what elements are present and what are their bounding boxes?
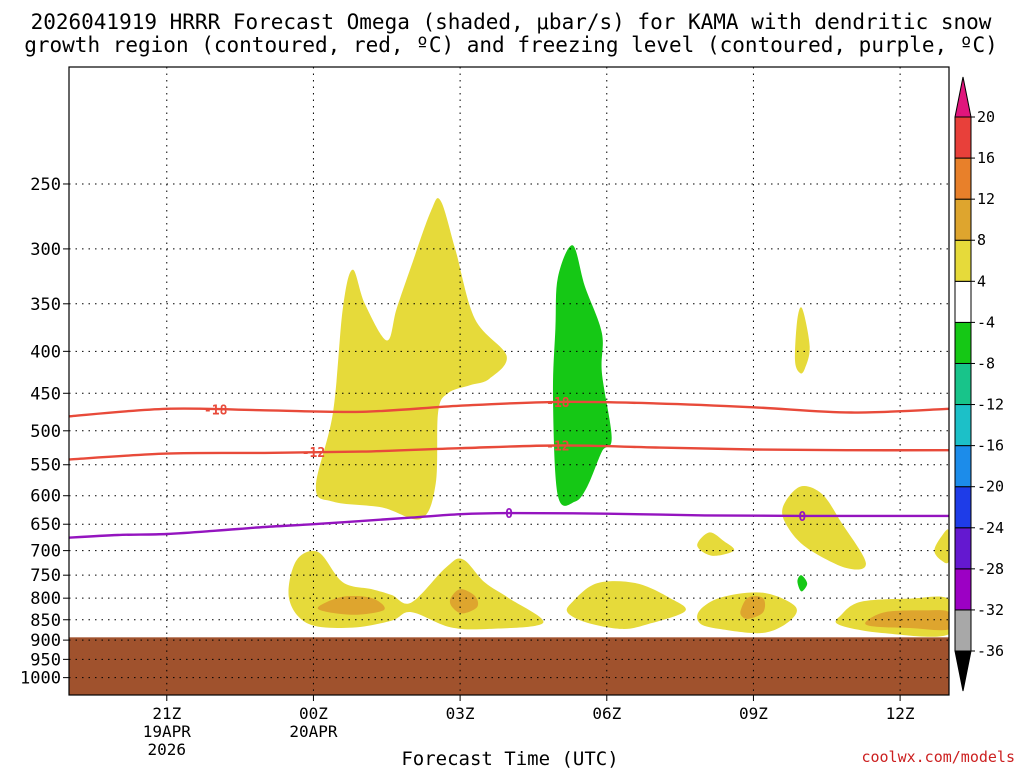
colorbar-bin-11 xyxy=(954,198,972,241)
colorbar-bin-0 xyxy=(954,650,972,692)
x-tick-sublabel-0-1: 2026 xyxy=(148,740,187,759)
y-axis: 2503003504004505005506006507007508008509… xyxy=(20,175,69,689)
y-tick-label-7: 600 xyxy=(30,487,61,507)
omega-region-0-7 xyxy=(794,307,810,374)
plot-area: -18-18-12 -120 0 xyxy=(69,67,949,695)
y-tick-label-13: 900 xyxy=(30,631,61,651)
omega-level-2 xyxy=(552,245,808,592)
colorbar-label-10: 8 xyxy=(977,231,986,249)
y-tick-label-14: 950 xyxy=(30,650,61,670)
colorbar-bin-12 xyxy=(954,157,972,200)
omega-level-1 xyxy=(317,589,949,631)
y-tick-label-6: 550 xyxy=(30,456,61,476)
x-tick-label-3: 06Z xyxy=(592,704,621,723)
isotherm-minus18-label-1: -18 xyxy=(546,396,570,411)
x-tick-label-5: 12Z xyxy=(886,704,915,723)
y-tick-label-0: 250 xyxy=(30,175,61,195)
omega-region-0-6 xyxy=(697,532,735,556)
freezing-level-label-0: 0 xyxy=(505,507,513,522)
colorbar-label-8: -4 xyxy=(977,313,995,331)
colorbar-label-12: 16 xyxy=(977,149,995,167)
colorbar-label-11: 12 xyxy=(977,190,995,208)
title-line-1: 2026041919 HRRR Forecast Omega (shaded, … xyxy=(31,10,992,34)
omega-region-2-0 xyxy=(552,245,612,506)
freezing-level-line xyxy=(69,511,949,539)
colorbar-label-13: 20 xyxy=(977,108,995,126)
colorbar-bin-6 xyxy=(954,404,972,447)
colorbar-label-9: 4 xyxy=(977,272,986,290)
x-axis-label: Forecast Time (UTC) xyxy=(401,748,618,768)
colorbar-label-7: -8 xyxy=(977,354,995,372)
isotherm-minus12: -12 -12 xyxy=(69,439,949,461)
omega-region-0-1 xyxy=(288,550,544,630)
grid xyxy=(69,67,949,695)
colorbar-bin-1 xyxy=(954,609,972,652)
omega-region-0-0 xyxy=(315,198,507,520)
x-tick-label-0: 21Z xyxy=(152,704,181,723)
colorbar-bin-7 xyxy=(954,362,972,406)
x-tick-sublabel-0-0: 19APR xyxy=(143,722,192,741)
isotherm-minus18-line xyxy=(69,400,949,418)
colorbar-bin-2 xyxy=(954,568,972,611)
y-tick-label-11: 800 xyxy=(30,589,61,609)
omega-level-0 xyxy=(288,198,949,637)
colorbar-bin-4 xyxy=(954,486,972,529)
isotherm-minus12-label-0: -12 xyxy=(302,446,325,461)
credit-text: coolwx.com/models xyxy=(861,748,1015,766)
omega-region-2-1 xyxy=(797,575,808,592)
omega-region-0-8 xyxy=(934,529,949,564)
title: 2026041919 HRRR Forecast Omega (shaded, … xyxy=(24,10,998,57)
y-tick-label-9: 700 xyxy=(30,542,61,562)
isotherm-minus12-label-1: -12 xyxy=(546,439,569,454)
omega-region-0-5 xyxy=(782,486,866,570)
x-tick-label-2: 03Z xyxy=(446,704,475,723)
omega-region-1-2 xyxy=(740,596,766,619)
isotherm-minus18-label-0: -18 xyxy=(204,404,228,419)
y-tick-label-12: 850 xyxy=(30,611,61,631)
omega-region-1-3 xyxy=(865,610,949,631)
x-tick-sublabel-1-0: 20APR xyxy=(289,722,338,741)
title-line-2: growth region (contoured, red, ºC) and f… xyxy=(24,33,998,57)
x-tick-label-1: 00Z xyxy=(299,704,328,723)
colorbar-bin-13 xyxy=(954,116,972,159)
colorbar-bin-3 xyxy=(954,527,972,570)
y-tick-label-2: 350 xyxy=(30,295,61,315)
omega-region-1-0 xyxy=(317,596,385,615)
colorbar-label-3: -24 xyxy=(977,519,1004,537)
ground xyxy=(69,637,949,695)
omega-region-1-1 xyxy=(449,589,479,614)
y-tick-label-1: 300 xyxy=(30,240,61,260)
y-tick-label-3: 400 xyxy=(30,342,61,362)
freezing-level-label-1: 0 xyxy=(798,510,806,525)
colorbar-label-5: -16 xyxy=(977,437,1004,455)
colorbar-bin-14 xyxy=(954,76,972,118)
y-tick-label-10: 750 xyxy=(30,566,61,586)
colorbar-label-1: -32 xyxy=(977,601,1004,619)
colorbar-label-4: -20 xyxy=(977,478,1004,496)
plot-frame xyxy=(68,66,950,696)
x-tick-label-4: 09Z xyxy=(739,704,768,723)
colorbar-bin-9 xyxy=(954,280,972,323)
y-tick-label-8: 650 xyxy=(30,515,61,535)
isotherm-minus18: -18 -18 xyxy=(69,396,949,419)
colorbar-label-2: -28 xyxy=(977,560,1004,578)
colorbar-bin-8 xyxy=(954,321,972,364)
y-tick-label-5: 500 xyxy=(30,422,61,442)
plot-contents: -18-18-12 -120 0 xyxy=(69,67,949,695)
y-tick-label-15: 1000 xyxy=(20,669,61,689)
isotherm-minus12-line xyxy=(69,444,949,461)
colorbar-bin-10 xyxy=(954,239,972,282)
colorbar-bin-5 xyxy=(954,445,972,488)
y-tick-label-4: 450 xyxy=(30,384,61,404)
colorbar-label-6: -12 xyxy=(977,396,1004,414)
colorbar-label-0: -36 xyxy=(977,642,1004,660)
omega-region-0-2 xyxy=(566,581,686,629)
colorbar: -36 -32 -28 -24 -20 -16 -12 -8 -4 4 8 12 16 20 xyxy=(954,76,1004,692)
